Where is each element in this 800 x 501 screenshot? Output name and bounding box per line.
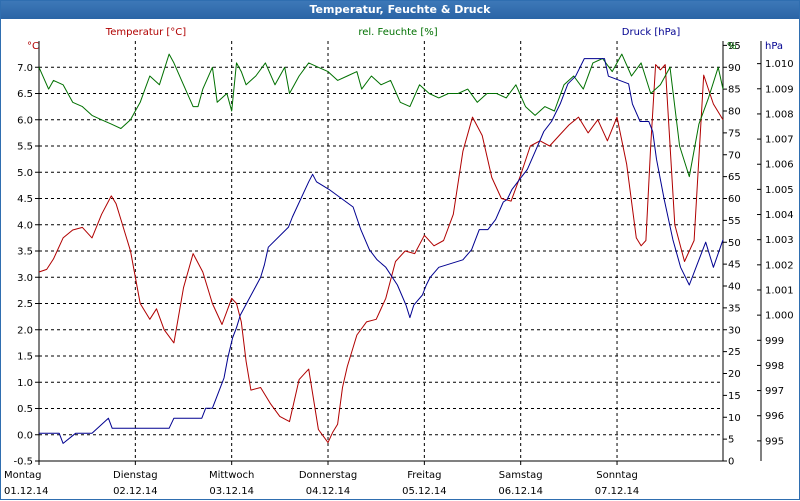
temperature-title: Temperatur [°C]	[105, 27, 186, 38]
temperature-axis: -0.5 0.0 0.5 1.0 1.5 2.0 2.5 3.0 3.5 4.0 4.5 5.0 5.5…	[13, 63, 39, 468]
humidity-tick-label: 70	[728, 150, 741, 161]
humidity-tick-label: 85	[728, 85, 741, 96]
humidity-tick-label: 0	[728, 457, 734, 468]
pressure-tick-label: 1.010	[765, 59, 794, 70]
humidity-tick-label: 65	[728, 172, 741, 183]
pressure-tick-label: 1.007	[765, 135, 794, 146]
pressure-tick-label: 1.006	[765, 160, 794, 171]
temperature-tick-label: 3.0	[17, 273, 33, 284]
humidity-title: rel. Feuchte [%]	[358, 27, 437, 38]
temperature-tick-label: 6.0	[17, 115, 33, 126]
pressure-tick-label: 1.005	[765, 185, 794, 196]
pressure-tick-label: 1.009	[765, 84, 794, 95]
temperature-series-line	[38, 64, 724, 444]
pressure-tick-label: 1.004	[765, 210, 794, 221]
humidity-tick-label: 35	[728, 303, 741, 314]
humidity-axis: 0 5 10 15 20 25 30 35 40 45 50 55 60 65 70 75 80 85 90 95	[723, 41, 741, 468]
temperature-tick-label: 1.5	[17, 352, 33, 363]
x-tick-date: 04.12.14	[306, 486, 351, 497]
pressure-tick-label: 1.008	[765, 109, 794, 120]
humidity-tick-label: 30	[728, 325, 741, 336]
pressure-title: Druck [hPa]	[622, 27, 681, 38]
x-tick-day: Dienstag	[113, 470, 158, 481]
x-tick-day: Sonntag	[596, 470, 638, 481]
temperature-tick-label: 2.0	[17, 325, 33, 336]
x-tick-day: Freitag	[407, 470, 441, 481]
humidity-tick-label: 5	[728, 435, 734, 446]
grid-lines	[39, 41, 723, 462]
humidity-unit: %	[727, 41, 737, 52]
humidity-tick-label: 95	[728, 41, 741, 52]
x-tick-date: 02.12.14	[113, 486, 158, 497]
x-tick-date: 01.12.14	[4, 486, 49, 497]
x-tick-date: 07.12.14	[595, 486, 640, 497]
pressure-tick-label: 1.001	[765, 285, 794, 296]
humidity-tick-label: 40	[728, 282, 741, 293]
temperature-tick-label: 3.5	[17, 247, 33, 258]
pressure-tick-label: 996	[765, 411, 784, 422]
humidity-tick-label: 90	[728, 63, 741, 74]
temperature-tick-label: 4.0	[17, 220, 33, 231]
temperature-tick-label: 4.5	[17, 194, 33, 205]
humidity-tick-label: 15	[728, 391, 741, 402]
axis-titles: °C Temperatur [°C]% rel. Feuchte [%] hPa Dru…	[27, 27, 783, 52]
temperature-tick-label: 0.0	[17, 430, 33, 441]
pressure-unit: hPa	[765, 41, 783, 52]
pressure-tick-label: 1.000	[765, 311, 794, 322]
x-tick-date: 05.12.14	[402, 486, 447, 497]
humidity-series-line	[38, 53, 724, 178]
temperature-tick-label: 2.5	[17, 299, 33, 310]
humidity-tick-label: 25	[728, 347, 741, 358]
temperature-tick-label: 5.5	[17, 142, 33, 153]
humidity-tick-label: 50	[728, 238, 741, 249]
temperature-tick-label: 5.0	[17, 168, 33, 179]
temperature-tick-label: 7.0	[17, 63, 33, 74]
pressure-tick-label: 1.002	[765, 260, 794, 271]
x-tick-day: Samstag	[499, 470, 543, 481]
humidity-tick-label: 10	[728, 413, 741, 424]
pressure-series-line	[39, 58, 724, 444]
humidity-tick-label: 45	[728, 260, 741, 271]
temperature-tick-label: 1.0	[17, 378, 33, 389]
temperature-tick-label: 0.5	[17, 404, 33, 415]
temperature-tick-label: -0.5	[13, 457, 33, 468]
humidity-tick-label: 20	[728, 369, 741, 380]
humidity-tick-label: 75	[728, 128, 741, 139]
series-lines	[38, 53, 724, 444]
x-tick-date: 06.12.14	[498, 486, 543, 497]
temperature-unit: °C	[27, 41, 39, 52]
pressure-tick-label: 998	[765, 361, 784, 372]
humidity-tick-label: 60	[728, 194, 741, 205]
pressure-axis: 995 996 997 998 999 1.000 1.001 1.002 1.003 1.004…	[757, 59, 794, 447]
pressure-tick-label: 999	[765, 336, 784, 347]
humidity-tick-label: 55	[728, 216, 741, 227]
x-tick-day: Donnerstag	[299, 470, 357, 481]
x-tick-day: Mittwoch	[209, 470, 254, 481]
pressure-tick-label: 1.003	[765, 235, 794, 246]
x-tick-date: 03.12.14	[209, 486, 254, 497]
pressure-tick-label: 997	[765, 386, 784, 397]
x-tick-day: Montag	[4, 470, 41, 481]
window-title: Temperatur, Feuchte & Druck	[1, 1, 799, 19]
temperature-tick-label: 6.5	[17, 89, 33, 100]
x-axis: Montag 01.12.14 Dienstag 02.12.14 Mittwoch 03…	[4, 461, 639, 497]
humidity-tick-label: 80	[728, 107, 741, 118]
pressure-tick-label: 995	[765, 436, 784, 447]
